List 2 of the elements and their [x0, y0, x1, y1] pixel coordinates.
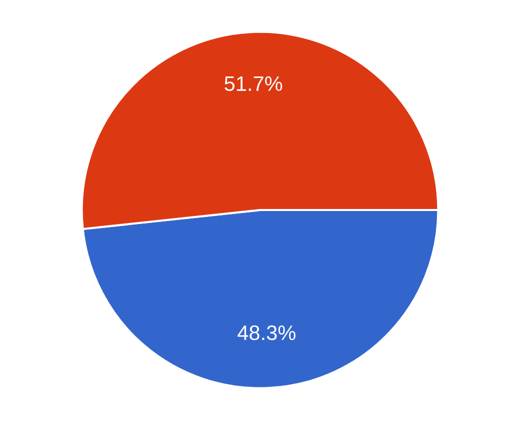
- data-label: 48.3%: [238, 325, 296, 340]
- data-label: 51.7%: [224, 76, 282, 92]
